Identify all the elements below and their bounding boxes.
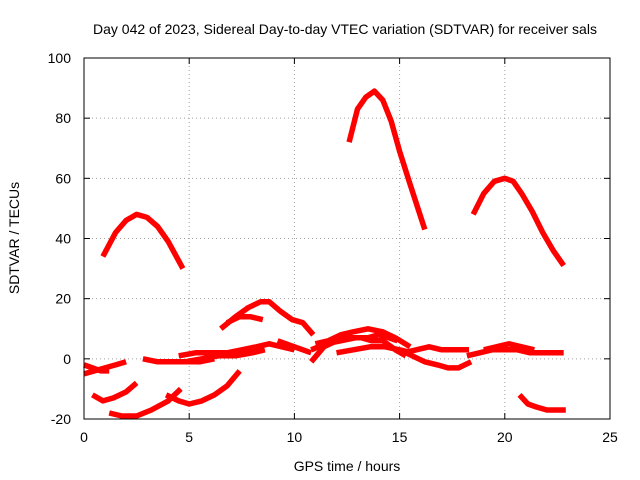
series-line-arc-13 <box>184 347 266 365</box>
series-line-arc-14 <box>276 338 313 356</box>
series-line-arc-7 <box>83 362 110 374</box>
series-line-arc-21 <box>466 347 564 359</box>
x-tick-label: 15 <box>392 429 408 445</box>
series-line-arc-4 <box>219 298 316 337</box>
y-tick-label: 60 <box>55 170 71 186</box>
y-tick-label: 40 <box>55 231 71 247</box>
y-tick-label: 100 <box>48 50 72 66</box>
y-tick-label: 80 <box>55 110 71 126</box>
x-tick-label: 10 <box>287 429 303 445</box>
x-tick-label: 20 <box>497 429 513 445</box>
series-line-arc-22 <box>483 341 535 353</box>
series-line-arc-5 <box>225 313 264 326</box>
series-line-arc-17 <box>314 326 412 350</box>
x-tick-label: 5 <box>185 429 193 445</box>
x-tick-label: 25 <box>602 429 618 445</box>
x-tick-label: 0 <box>80 429 88 445</box>
axis-ticks: 0 5 10 15 20 25 -20 0 20 40 60 80 100 <box>48 50 618 445</box>
series-line-arc-8 <box>91 380 139 404</box>
series-line-arc-2 <box>346 88 428 231</box>
y-tick-label: 20 <box>55 291 71 307</box>
series-line-arc-19 <box>398 347 473 371</box>
y-tick-label: 0 <box>63 351 71 367</box>
y-tick-label: -20 <box>51 411 71 427</box>
series-line-arc-10 <box>164 369 242 407</box>
series-line-arc-3 <box>470 175 566 268</box>
x-axis-label: GPS time / hours <box>294 458 401 474</box>
series-line-arc-12 <box>178 341 296 359</box>
data-series <box>83 88 566 419</box>
series-line-arc-6 <box>83 359 127 377</box>
series-line-arc-23 <box>517 393 566 413</box>
y-axis-label: SDTVAR / TECUs <box>6 182 22 294</box>
series-line-arc-20 <box>403 344 469 356</box>
chart-title: Day 042 of 2023, Sidereal Day-to-day VTE… <box>93 21 597 37</box>
series-line-arc-1 <box>100 211 186 270</box>
